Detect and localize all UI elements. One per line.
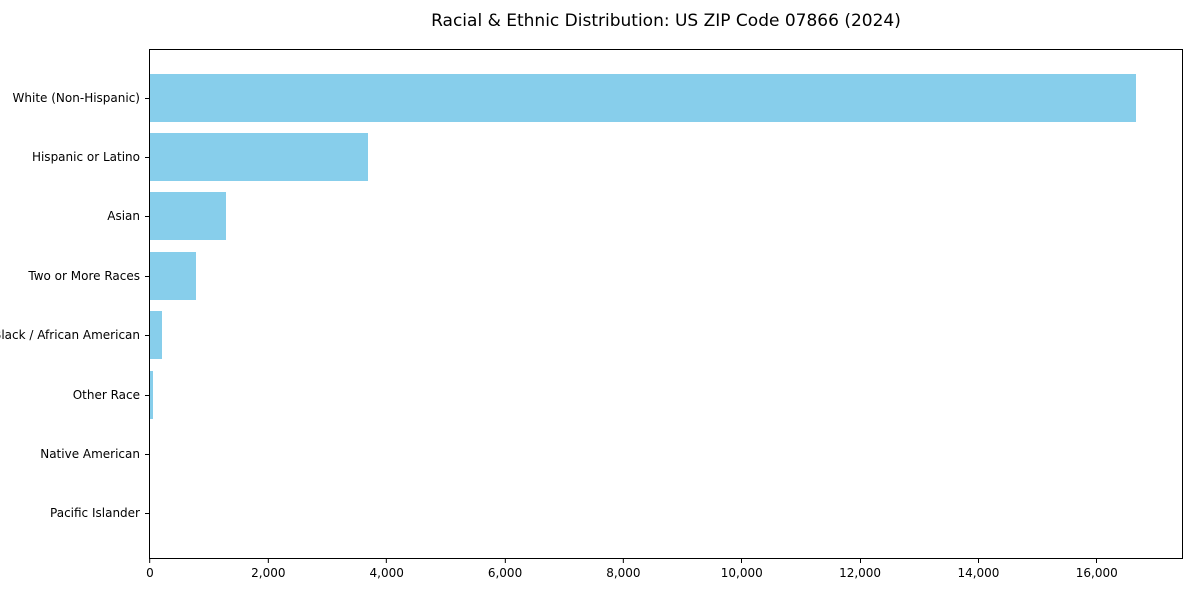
y-tick-label: Two or More Races [28, 268, 140, 283]
y-tick-label: Black / African American [0, 328, 140, 343]
x-tick: 8,000 [606, 558, 641, 580]
y-tick-label: White (Non-Hispanic) [12, 90, 140, 105]
y-tick-label: Asian [107, 209, 140, 224]
x-tick-label: 12,000 [839, 566, 882, 580]
y-tick-mark [145, 157, 150, 159]
x-tick-label: 0 [146, 566, 154, 580]
x-tick-mark [859, 558, 861, 563]
chart-title: Racial & Ethnic Distribution: US ZIP Cod… [431, 11, 901, 31]
x-tick-mark [267, 558, 269, 563]
y-tick-mark [145, 216, 150, 218]
y-tick-mark [145, 335, 150, 337]
y-tick-mark [145, 453, 150, 455]
bar [150, 73, 1136, 122]
chart-row: Pacific Islander [50, 484, 1182, 543]
x-tick: 2,000 [251, 558, 286, 580]
x-tick-label: 16,000 [1075, 566, 1118, 580]
x-tick-mark [386, 558, 388, 563]
x-tick-mark [741, 558, 743, 563]
bar [150, 251, 197, 300]
x-tick: 6,000 [488, 558, 522, 580]
y-tick-label: Native American [40, 446, 140, 461]
x-tick-label: 8,000 [606, 566, 641, 580]
chart-row: White (Non-Hispanic) [13, 68, 1182, 127]
bar [150, 311, 162, 360]
plot-area: White (Non-Hispanic) Hispanic or Latino As… [0, 49, 1183, 580]
x-tick-label: 10,000 [720, 566, 763, 580]
x-tick: 10,000 [721, 558, 763, 580]
y-tick-label: Other Race [72, 387, 140, 402]
x-tick-label: 2,000 [251, 566, 286, 580]
y-tick-label: Hispanic or Latino [31, 150, 140, 165]
x-tick: 12,000 [839, 558, 881, 580]
y-tick-mark [145, 513, 150, 515]
x-tick-mark [1096, 558, 1098, 563]
x-axis: 0 2,000 4,000 6,000 8,000 10,000 12,000 14,000 1… [146, 558, 1182, 582]
bars-container: White (Non-Hispanic) Hispanic or Latino As… [0, 50, 1182, 558]
bar [150, 192, 226, 241]
x-tick-label: 14,000 [957, 566, 1000, 580]
x-tick-mark [977, 558, 979, 563]
chart-row: Two or More Races [28, 246, 1182, 305]
chart-row: Other Race [73, 365, 1182, 424]
x-tick-mark [504, 558, 506, 563]
y-tick-mark [145, 275, 150, 277]
chart-row: Hispanic or Latino [32, 127, 1182, 186]
x-tick: 0 [146, 558, 154, 580]
y-tick-mark [145, 97, 150, 99]
chart-row: Asian [107, 187, 1182, 246]
x-tick: 16,000 [1076, 558, 1118, 580]
bar [150, 370, 153, 419]
x-tick: 14,000 [957, 558, 999, 580]
chart-row: Native American [40, 424, 1182, 483]
x-tick-mark [622, 558, 624, 563]
y-tick-label: Pacific Islander [50, 506, 140, 521]
x-tick-label: 6,000 [487, 566, 523, 580]
x-tick-mark [149, 558, 151, 563]
x-tick-label: 4,000 [369, 566, 404, 580]
bar [150, 133, 369, 182]
y-tick-mark [145, 394, 150, 396]
chart-row: Black / African American [0, 306, 1182, 365]
x-tick: 4,000 [370, 558, 404, 580]
